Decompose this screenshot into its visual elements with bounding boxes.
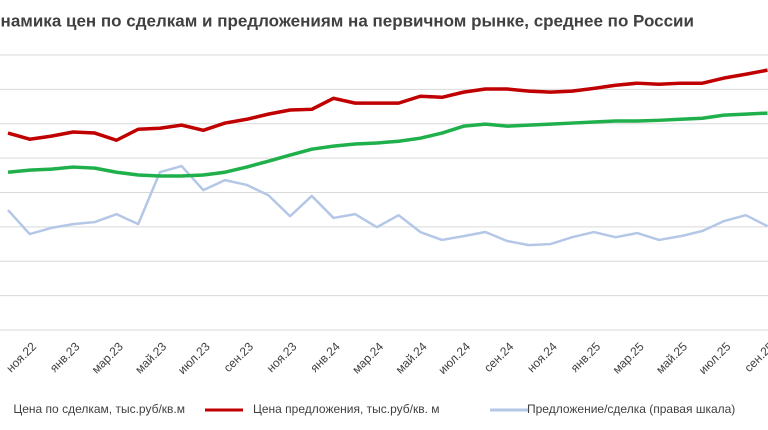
x-tick-label: мар.24 — [349, 339, 386, 376]
x-tick-label: янв.24 — [307, 339, 343, 375]
x-tick-label: июл.23 — [175, 339, 213, 377]
x-tick-label: июл.25 — [696, 339, 734, 377]
legend-label: Цена по сделкам, тыс.руб/кв.м — [13, 402, 185, 416]
legend-label: Цена предложения, тыс.руб/кв. м — [253, 402, 440, 416]
x-tick-label: сен.24 — [481, 339, 517, 375]
x-tick-label: ноя.22 — [3, 339, 39, 375]
chart-title: Динамика цен по сделкам и предложениям н… — [0, 11, 694, 30]
x-tick-label: янв.23 — [47, 339, 83, 375]
series-line — [7, 111, 768, 178]
x-tick-label: июл.24 — [435, 339, 473, 377]
x-tick-label: ноя.23 — [264, 339, 300, 375]
series-line — [7, 68, 768, 142]
x-tick-label: мар.25 — [610, 339, 647, 376]
x-tick-label: ноя.24 — [524, 339, 560, 375]
x-tick-label: янв.25 — [568, 339, 604, 375]
x-tick-label: сен.25 — [742, 339, 768, 375]
x-tick-label: май.24 — [393, 339, 430, 376]
x-tick-label: май.23 — [132, 339, 169, 376]
x-tick-label: май.25 — [653, 339, 690, 376]
x-tick-label: сен.23 — [221, 339, 257, 375]
legend-label: Предложение/сделка (правая шкала) — [527, 402, 735, 416]
series-line — [7, 164, 768, 247]
x-tick-label: мар.23 — [89, 339, 126, 376]
